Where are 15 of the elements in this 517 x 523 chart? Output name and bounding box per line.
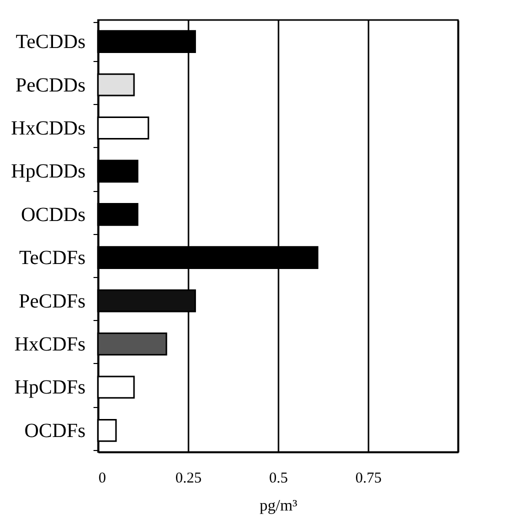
- y-tick-label: HxCDFs: [14, 334, 86, 356]
- y-tick-label: OCDDs: [21, 204, 86, 226]
- y-tick-label: PeCDFs: [18, 290, 86, 312]
- x-axis-title: pg/m³: [260, 498, 298, 514]
- y-tick-label: OCDFs: [24, 420, 86, 442]
- x-tick-label: 0: [98, 470, 106, 486]
- y-tick-label: TeCDDs: [16, 31, 86, 54]
- y-tick-label: HpCDDs: [11, 160, 86, 183]
- x-tick-label: 0.25: [175, 470, 202, 486]
- y-tick-label: TeCDFs: [19, 247, 86, 270]
- x-tick-label: 0.5: [269, 470, 288, 486]
- y-tick-label: PeCDDs: [15, 74, 86, 96]
- y-tick-label: HpCDFs: [14, 376, 86, 399]
- y-tick-label: HxCDDs: [11, 118, 86, 140]
- x-tick-label: 0.75: [355, 470, 382, 486]
